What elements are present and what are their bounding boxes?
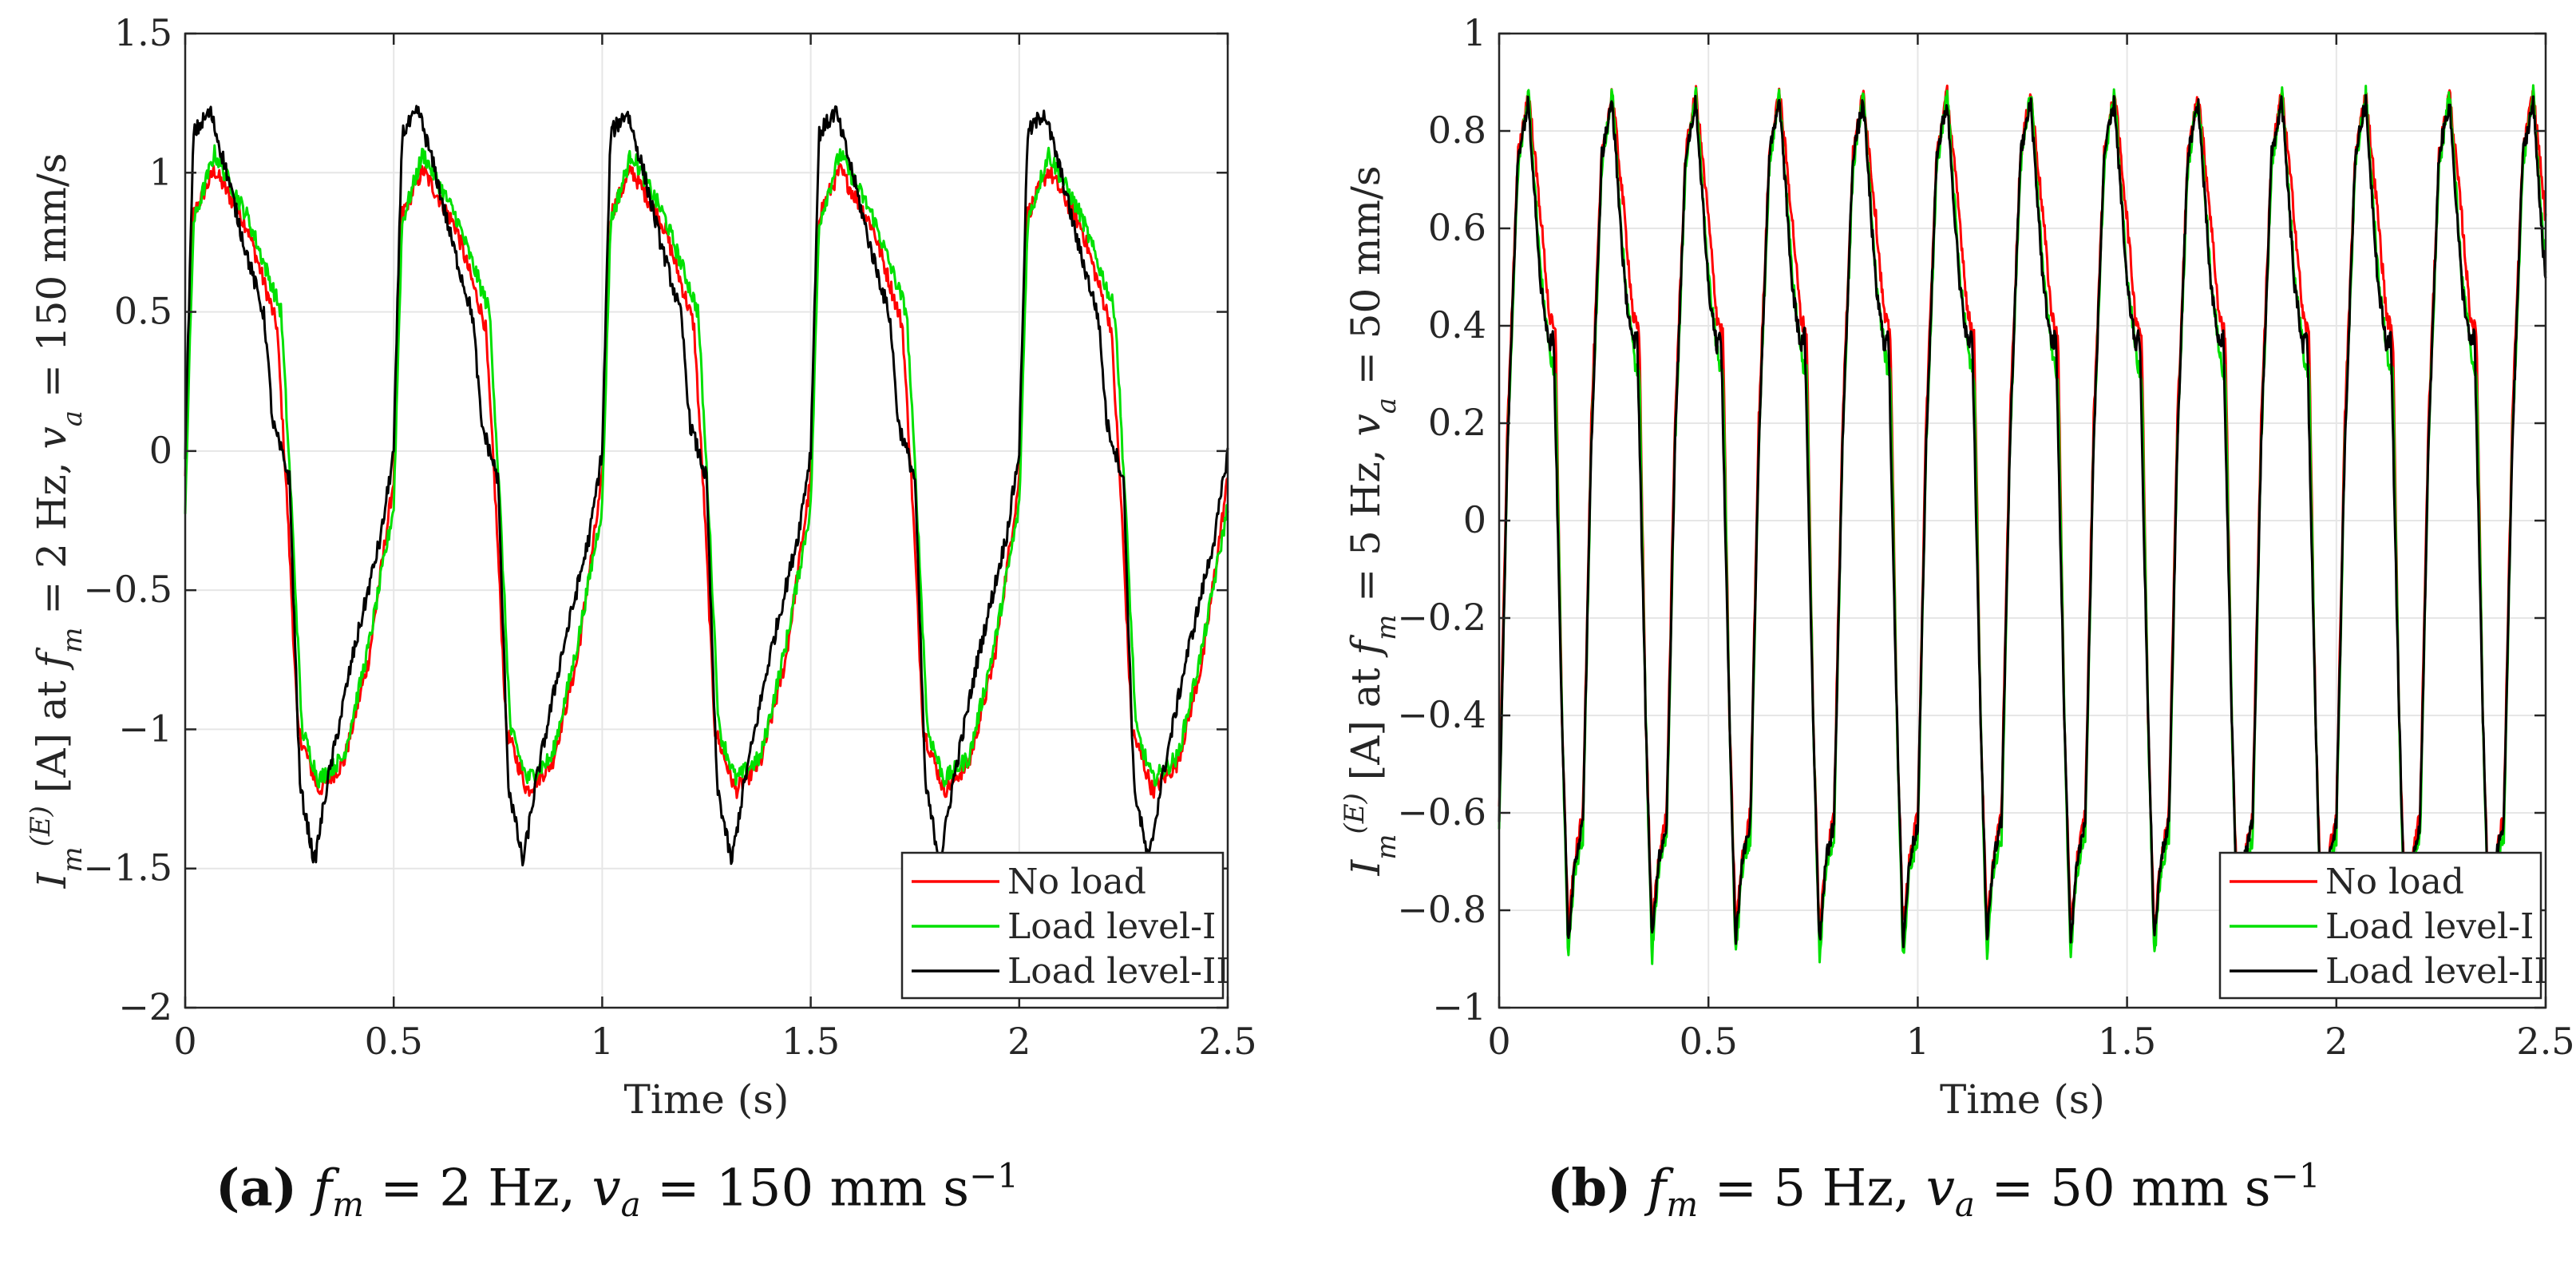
y-axis-label: Im(E) [A] at fm = 2 Hz, va = 150 mm/s xyxy=(25,153,89,890)
legend-label: No load xyxy=(2325,862,2464,902)
axes-box xyxy=(184,32,1229,1009)
y-tick-label: 1 xyxy=(1463,11,1486,54)
x-axis-label: Time (s) xyxy=(1940,1076,2105,1123)
x-tick-label: 1.5 xyxy=(2098,1020,2156,1063)
chart-panel-a: 0 0.5 1 1.5 2 2.5 −2 −1.5 −1 −0.5 0 0.5 1 1.5 Time (s)… xyxy=(25,11,1257,1123)
y-tick-label: 0 xyxy=(1463,498,1486,541)
y-tick-label: 0.8 xyxy=(1428,109,1486,152)
legend-label: Load level-II xyxy=(2325,951,2548,992)
legend-label: Load level-I xyxy=(2325,906,2534,947)
legend-label: Load level-II xyxy=(1007,951,1230,992)
caption-b-tag: (b) xyxy=(1547,1158,1632,1218)
series-line-load-level-ii xyxy=(184,105,1229,867)
y-tick-label: −0.8 xyxy=(1397,888,1486,931)
x-tick-label: 2 xyxy=(1007,1020,1031,1063)
chart-panel-b: 0 0.5 1 1.5 2 2.5 −1 −0.8 −0.6 −0.4 −0.2 0 0.2 0.4 0.6… xyxy=(1339,11,2575,1123)
y-tick-label: 1 xyxy=(149,150,172,193)
x-axis-label: Time (s) xyxy=(624,1076,789,1123)
x-tick-label: 1 xyxy=(591,1020,614,1063)
y-tick-label: 0.6 xyxy=(1428,206,1486,249)
x-tick-label: 2.5 xyxy=(2516,1020,2574,1063)
y-tick-label: 0.2 xyxy=(1428,401,1486,444)
x-tick-label: 0 xyxy=(173,1020,196,1063)
x-tick-label: 2 xyxy=(2325,1020,2348,1063)
plot-area xyxy=(185,34,1228,1008)
y-tick-label: −1 xyxy=(118,707,172,750)
y-tick-label: −2 xyxy=(118,985,172,1028)
y-tick-label: −1.5 xyxy=(83,846,172,890)
x-tick-label: 1.5 xyxy=(782,1020,840,1063)
caption-b: (b) fm = 5 Hz, va = 50 mm s−1 xyxy=(1547,1156,2321,1225)
series-line-load-level-ii xyxy=(1498,93,2547,950)
series-line-load-level-i xyxy=(184,144,1229,789)
caption-b-va: 50 mm s xyxy=(2050,1159,2271,1218)
y-tick-label: 1.5 xyxy=(114,11,172,54)
x-tick-label: 2.5 xyxy=(1198,1020,1256,1063)
x-tick-label: 1 xyxy=(1906,1020,1929,1063)
x-tick-label: 0 xyxy=(1487,1020,1510,1063)
y-tick-label: −0.4 xyxy=(1397,693,1486,736)
x-tick-label: 0.5 xyxy=(365,1020,423,1063)
y-tick-label: −0.6 xyxy=(1397,790,1486,834)
caption-a-fm: 2 Hz xyxy=(439,1159,560,1218)
caption-a: (a) fm = 2 Hz, va = 150 mm s−1 xyxy=(216,1156,1019,1225)
y-tick-label: −0.5 xyxy=(83,568,172,611)
legend-label: Load level-I xyxy=(1007,906,1216,947)
y-tick-label: 0.5 xyxy=(114,290,172,333)
y-tick-label: −0.2 xyxy=(1397,596,1486,639)
caption-a-va: 150 mm s xyxy=(716,1159,970,1218)
x-tick-label: 0.5 xyxy=(1680,1020,1738,1063)
y-tick-label: −1 xyxy=(1432,985,1486,1028)
caption-a-tag: (a) xyxy=(216,1158,298,1218)
y-tick-label: 0.4 xyxy=(1428,303,1486,347)
y-tick-label: 0 xyxy=(149,429,172,472)
legend-label: No load xyxy=(1007,862,1146,902)
y-axis-label: Im(E) [A] at fm = 5 Hz, va = 50 mm/s xyxy=(1339,165,1403,876)
caption-b-fm: 5 Hz xyxy=(1773,1159,1894,1218)
